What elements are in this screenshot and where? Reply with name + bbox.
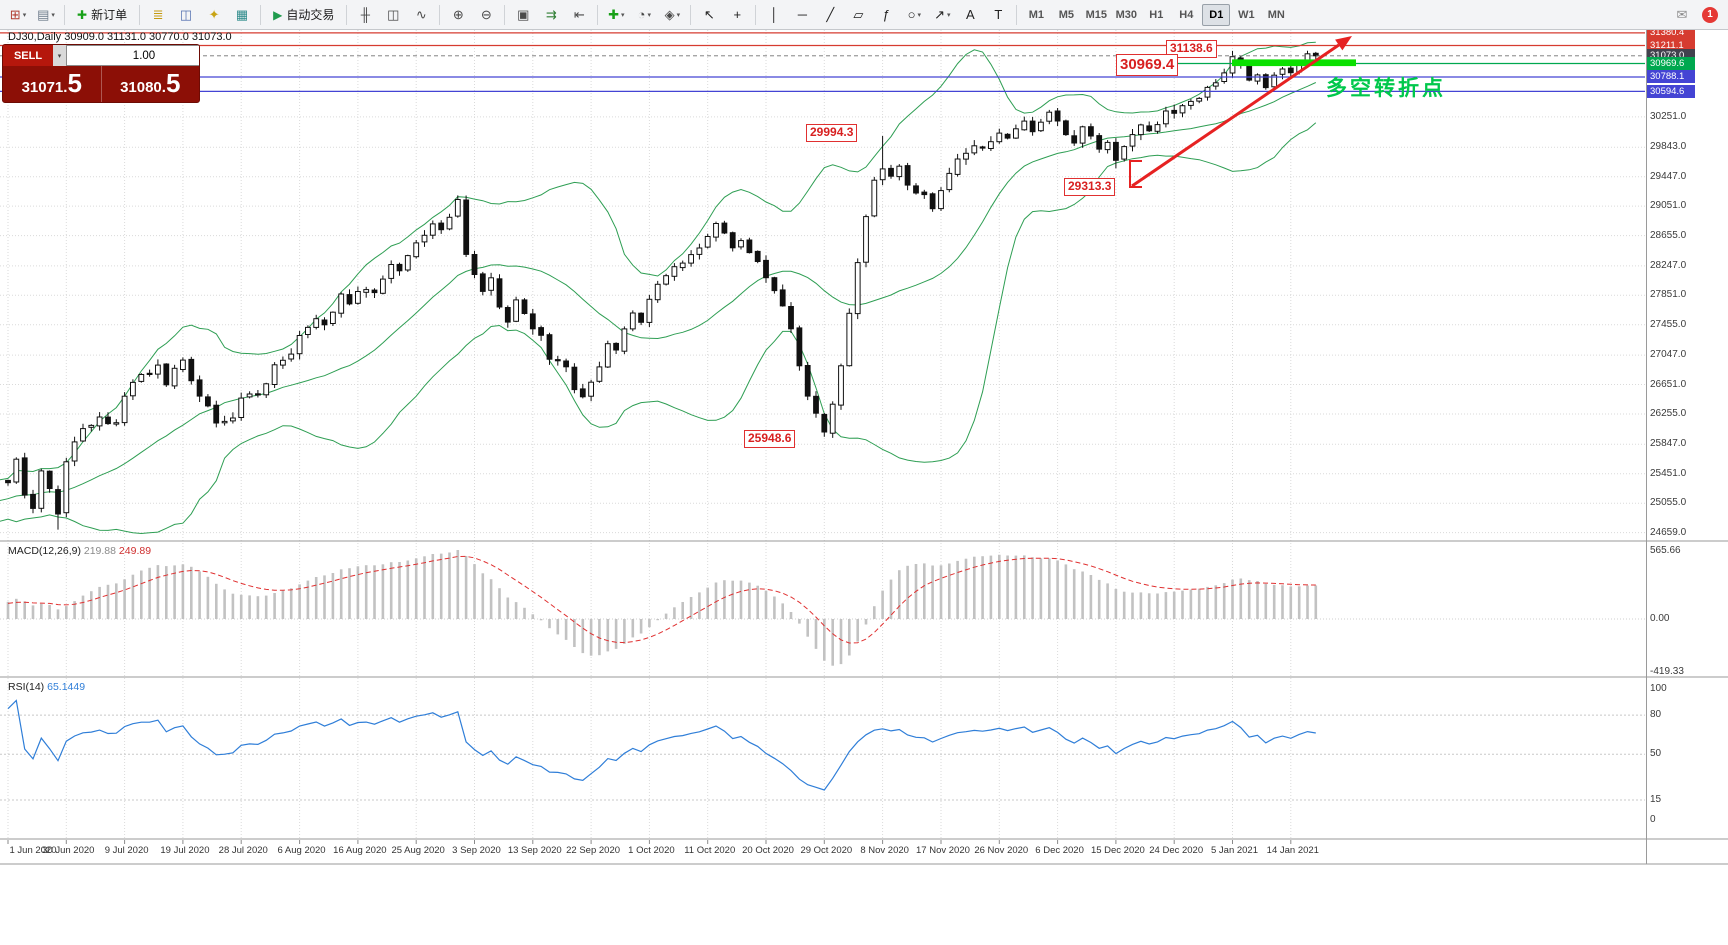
timeframe-w1[interactable]: W1	[1238, 8, 1255, 21]
new-chart-icon[interactable]: ⊞ ▾	[9, 6, 27, 22]
algo-trading-button-label: 自动交易	[286, 8, 335, 22]
dropdown-caret-icon: ▾	[621, 11, 625, 19]
notification-badge[interactable]: 1	[1702, 6, 1718, 23]
toolbar-separator	[139, 4, 141, 25]
toolbar-separator	[346, 4, 348, 25]
arrows-icon[interactable]: ↗ ▾	[934, 6, 951, 22]
chart-shift-icon[interactable]: ⇤	[573, 6, 585, 22]
timeframe-h4[interactable]: H4	[1179, 8, 1194, 21]
tile-windows-icon[interactable]: ▣	[517, 6, 530, 22]
timeframe-m5[interactable]: M5	[1058, 8, 1074, 21]
toolbar-separator	[64, 4, 65, 25]
new-order-button[interactable]: ✚ 新订单	[70, 4, 134, 26]
text-icon[interactable]: A	[965, 7, 975, 22]
rsi-value: 65.1449	[47, 681, 86, 693]
timeframe-m1[interactable]: M1	[1028, 8, 1044, 21]
algo-trading-button[interactable]: ▶ 自动交易	[266, 4, 341, 26]
volume-dropdown-button[interactable]: ▾	[53, 45, 66, 66]
new-order-icon: ✚	[77, 7, 88, 22]
algo-trading-icon: ▶	[273, 7, 283, 22]
macd-signal-value: 249.89	[118, 545, 152, 557]
grid	[0, 30, 1645, 844]
dropdown-caret-icon: ▾	[676, 11, 681, 19]
periods-icon[interactable]: ◔ ▾	[637, 7, 652, 22]
templates-icon[interactable]: ◈ ▾	[664, 6, 681, 22]
line-chart-icon[interactable]: ∿	[415, 6, 427, 22]
fibonacci-icon[interactable]: ƒ	[882, 7, 890, 22]
pane-separators	[0, 30, 1728, 865]
dropdown-caret-icon: ▾	[647, 11, 652, 19]
zoom-in-icon[interactable]: ⊕	[452, 6, 464, 22]
rsi-indicator-label: RSI(14) 65.1449	[8, 681, 85, 693]
timeframe-h1[interactable]: H1	[1149, 8, 1164, 21]
timeframe-m15[interactable]: M15	[1085, 8, 1108, 21]
toolbox-icon[interactable]: ▦	[235, 6, 249, 22]
crosshair-icon[interactable]: +	[733, 7, 742, 22]
zoom-out-icon[interactable]: ⊖	[480, 6, 492, 22]
macd-indicator-label: MACD(12,26,9) 219.88 249.89	[8, 545, 151, 557]
buy-price-main: 31080.	[120, 79, 166, 96]
rsi-line	[7, 699, 1316, 791]
toolbar-separator	[690, 4, 692, 25]
dropdown-caret-icon: ▾	[947, 11, 951, 19]
toolbar: ⊞ ▾ ▤ ▾ ✚ 新订单 ≣ ◫ ✦ ▦ ▶ 自动交易 ╫ ◫ ∿ ⊕ ⊖ ▣ ⇉ ⇤ ✚ ▾ ◔ ▾ ◈ ▾ ↖ + │ ─ ╱ ▱ ƒ ○ ▾…	[0, 0, 1728, 30]
one-click-trading-panel: SELL ▾ ▲ ▼ BUY 31071.5 31080.5	[2, 44, 200, 103]
toolbar-separator	[755, 4, 757, 25]
indicators-icon[interactable]: ✚ ▾	[608, 6, 625, 22]
toolbar-separator	[439, 4, 441, 25]
toolbar-separator	[597, 4, 599, 25]
symbol-ohlc-line: DJ30,Daily 30909.0 31131.0 30770.0 31073…	[8, 31, 232, 43]
toolbar-separator	[260, 4, 262, 25]
timeframe-mn[interactable]: MN	[1267, 8, 1285, 21]
toolbar-separator	[1016, 4, 1018, 25]
dropdown-caret-icon: ▾	[917, 11, 922, 19]
sell-price[interactable]: 31071. 5	[3, 66, 101, 102]
shapes-icon[interactable]: ○ ▾	[907, 7, 922, 22]
macd-name: MACD(12,26,9)	[8, 545, 81, 557]
toolbar-separator	[504, 4, 506, 25]
horizontal-line-icon[interactable]: ─	[797, 7, 807, 22]
candlestick-chart-icon[interactable]: ◫	[387, 6, 400, 22]
trendline-icon[interactable]: ╱	[826, 6, 835, 22]
sell-button[interactable]: SELL	[3, 45, 53, 66]
new-order-button-label: 新订单	[91, 8, 128, 22]
macd-value: 219.88	[83, 545, 116, 557]
buy-price[interactable]: 31080. 5	[102, 66, 200, 102]
sell-price-big-digit: 5	[67, 68, 82, 98]
cursor-icon[interactable]: ↖	[703, 6, 715, 22]
volume-input[interactable]	[67, 46, 199, 65]
bar-chart-icon[interactable]: ╫	[360, 7, 370, 22]
price-divider	[100, 66, 102, 102]
data-window-icon[interactable]: ◫	[179, 6, 193, 22]
navigator-icon[interactable]: ✦	[208, 6, 220, 22]
sell-price-main: 31071.	[21, 79, 68, 96]
drawing-objects[interactable]	[0, 32, 1645, 188]
volume-field: ▲ ▼	[66, 45, 199, 66]
chart-profiles-icon[interactable]: ▤ ▾	[37, 6, 55, 22]
macd-signal-line	[7, 555, 1316, 644]
timeframe-m30[interactable]: M30	[1115, 8, 1138, 21]
timeframe-d1[interactable]: D1	[1202, 3, 1231, 26]
vertical-line-icon[interactable]: │	[770, 7, 779, 22]
text-label-icon[interactable]: T	[994, 7, 1003, 22]
rsi-name: RSI(14)	[8, 681, 45, 693]
channel-icon[interactable]: ▱	[853, 6, 864, 22]
auto-scroll-icon[interactable]: ⇉	[545, 6, 557, 22]
dropdown-caret-icon: ▾	[51, 11, 55, 19]
macd-histogram	[6, 550, 1318, 666]
turning-point-callout[interactable]: 多空转折点	[1326, 77, 1446, 100]
buy-price-big-digit: 5	[165, 68, 181, 98]
messages-icon[interactable]: ✉	[1676, 6, 1688, 22]
market-watch-icon[interactable]: ≣	[152, 6, 164, 22]
candlesticks	[5, 50, 1319, 530]
dropdown-caret-icon: ▾	[22, 11, 27, 19]
